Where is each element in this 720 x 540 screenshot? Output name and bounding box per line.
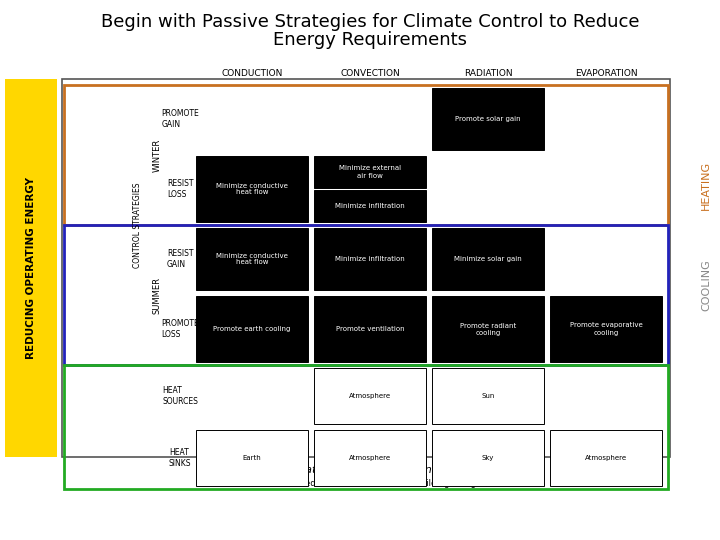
Bar <box>64 225 668 365</box>
Bar <box>64 85 668 225</box>
Text: Minimize conductive
heat flow: Minimize conductive heat flow <box>216 183 288 195</box>
Bar <box>550 430 662 486</box>
Text: COOLING: COOLING <box>701 259 711 311</box>
Text: SUMMER: SUMMER <box>153 276 161 314</box>
Text: Minimize solar gain: Minimize solar gain <box>454 256 522 262</box>
Text: REDUCING OPERATING ENERGY: REDUCING OPERATING ENERGY <box>26 177 36 359</box>
Bar <box>432 228 544 290</box>
Text: HEAT
SINKS: HEAT SINKS <box>168 448 192 468</box>
Text: Promote ventilation: Promote ventilation <box>336 326 405 332</box>
Text: Begin with Passive Strategies for Climate Control to Reduce: Begin with Passive Strategies for Climat… <box>101 13 639 31</box>
Text: EVAPORATION: EVAPORATION <box>575 70 637 78</box>
Bar <box>314 430 426 486</box>
Text: Earth: Earth <box>243 455 261 461</box>
Text: Energy Requirements: Energy Requirements <box>273 31 467 49</box>
Text: Minimize external
air flow: Minimize external air flow <box>339 165 401 179</box>
Bar <box>314 296 426 362</box>
Text: Minimize infiltration: Minimize infiltration <box>335 203 405 209</box>
Bar <box>314 228 426 290</box>
Bar <box>314 156 426 188</box>
Bar <box>196 296 308 362</box>
Bar <box>196 156 308 222</box>
Text: WINTER: WINTER <box>153 138 161 172</box>
Text: Strategies of Climate Control: Strategies of Climate Control <box>289 465 451 475</box>
Bar <box>314 190 426 222</box>
Text: RESIST
GAIN: RESIST GAIN <box>167 249 193 269</box>
Text: Promote solar gain: Promote solar gain <box>455 116 521 122</box>
Text: Promote earth cooling: Promote earth cooling <box>213 326 291 332</box>
Bar <box>196 228 308 290</box>
Bar <box>196 430 308 486</box>
Text: Sun: Sun <box>481 393 495 399</box>
Bar <box>62 79 670 457</box>
Text: Promote radiant
cooling: Promote radiant cooling <box>460 322 516 335</box>
Bar <box>432 296 544 362</box>
Text: Minimize conductive
heat flow: Minimize conductive heat flow <box>216 253 288 266</box>
Bar <box>432 88 544 150</box>
Text: Sky: Sky <box>482 455 494 461</box>
Text: HEATING: HEATING <box>701 160 711 210</box>
Bar <box>432 368 544 424</box>
Text: Promote evaporative
cooling: Promote evaporative cooling <box>570 322 642 335</box>
Text: CONVECTION: CONVECTION <box>340 70 400 78</box>
Text: Atmosphere: Atmosphere <box>349 393 391 399</box>
Text: HEAT
SOURCES: HEAT SOURCES <box>162 386 198 406</box>
Text: Atmosphere: Atmosphere <box>585 455 627 461</box>
Bar <box>314 368 426 424</box>
Text: Atmosphere: Atmosphere <box>349 455 391 461</box>
Text: RESIST
LOSS: RESIST LOSS <box>167 179 193 199</box>
Text: PROMOTE
GAIN: PROMOTE GAIN <box>161 109 199 129</box>
Bar <box>5 79 57 457</box>
Text: (chart modeled after Watson "Climatic Building Design"): (chart modeled after Watson "Climatic Bu… <box>251 478 489 488</box>
Text: CONTROL STRATEGIES: CONTROL STRATEGIES <box>133 183 143 268</box>
Text: PROMOTE
LOSS: PROMOTE LOSS <box>161 319 199 339</box>
Bar <box>64 365 668 489</box>
Bar <box>432 430 544 486</box>
Text: CONDUCTION: CONDUCTION <box>221 70 283 78</box>
Text: Minimize infiltration: Minimize infiltration <box>335 256 405 262</box>
Text: RADIATION: RADIATION <box>464 70 513 78</box>
Bar <box>550 296 662 362</box>
